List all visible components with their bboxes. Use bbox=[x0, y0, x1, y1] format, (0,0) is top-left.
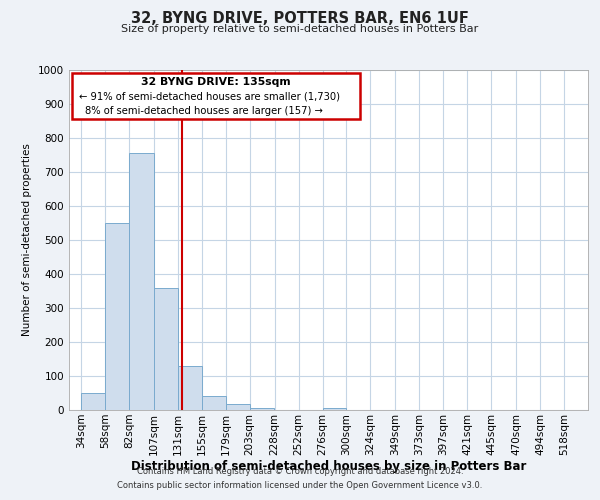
Bar bbox=[81, 393, 105, 410]
Text: 32 BYNG DRIVE: 135sqm: 32 BYNG DRIVE: 135sqm bbox=[141, 77, 290, 87]
FancyBboxPatch shape bbox=[71, 74, 359, 120]
Bar bbox=[202, 396, 226, 410]
Bar bbox=[226, 404, 250, 410]
Text: Contains public sector information licensed under the Open Government Licence v3: Contains public sector information licen… bbox=[118, 481, 482, 490]
Bar bbox=[323, 408, 346, 410]
Bar bbox=[105, 223, 129, 410]
Text: Size of property relative to semi-detached houses in Potters Bar: Size of property relative to semi-detach… bbox=[121, 24, 479, 34]
Text: 8% of semi-detached houses are larger (157) →: 8% of semi-detached houses are larger (1… bbox=[85, 106, 322, 116]
Bar bbox=[154, 288, 178, 410]
Text: 32, BYNG DRIVE, POTTERS BAR, EN6 1UF: 32, BYNG DRIVE, POTTERS BAR, EN6 1UF bbox=[131, 11, 469, 26]
Bar bbox=[250, 408, 274, 410]
Bar bbox=[178, 366, 202, 410]
Text: ← 91% of semi-detached houses are smaller (1,730): ← 91% of semi-detached houses are smalle… bbox=[79, 91, 340, 101]
Y-axis label: Number of semi-detached properties: Number of semi-detached properties bbox=[22, 144, 32, 336]
X-axis label: Distribution of semi-detached houses by size in Potters Bar: Distribution of semi-detached houses by … bbox=[131, 460, 526, 473]
Text: Contains HM Land Registry data © Crown copyright and database right 2024.: Contains HM Land Registry data © Crown c… bbox=[137, 467, 463, 476]
Bar bbox=[129, 154, 154, 410]
